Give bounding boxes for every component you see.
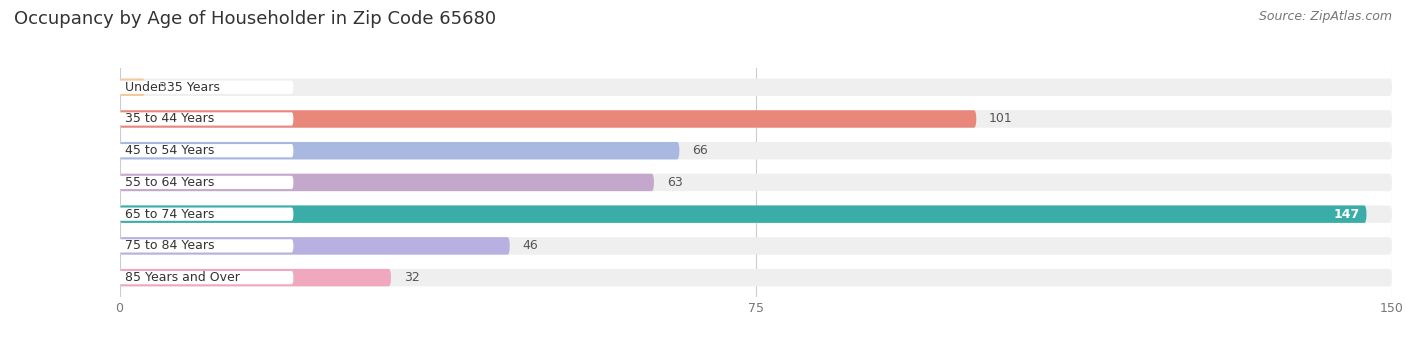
FancyBboxPatch shape xyxy=(120,78,145,96)
FancyBboxPatch shape xyxy=(120,269,391,286)
FancyBboxPatch shape xyxy=(107,80,294,94)
FancyBboxPatch shape xyxy=(120,174,654,191)
Text: 46: 46 xyxy=(523,239,538,252)
Text: 55 to 64 Years: 55 to 64 Years xyxy=(125,176,214,189)
FancyBboxPatch shape xyxy=(107,144,294,157)
Text: 85 Years and Over: 85 Years and Over xyxy=(125,271,239,284)
FancyBboxPatch shape xyxy=(120,78,1392,96)
FancyBboxPatch shape xyxy=(120,110,1392,128)
Text: 65 to 74 Years: 65 to 74 Years xyxy=(125,208,214,221)
FancyBboxPatch shape xyxy=(120,205,1367,223)
Text: 63: 63 xyxy=(666,176,682,189)
FancyBboxPatch shape xyxy=(120,237,1392,255)
FancyBboxPatch shape xyxy=(120,174,1392,191)
FancyBboxPatch shape xyxy=(107,112,294,125)
Text: Occupancy by Age of Householder in Zip Code 65680: Occupancy by Age of Householder in Zip C… xyxy=(14,10,496,28)
Text: 147: 147 xyxy=(1333,208,1360,221)
FancyBboxPatch shape xyxy=(120,269,1392,286)
Text: 35 to 44 Years: 35 to 44 Years xyxy=(125,113,214,125)
FancyBboxPatch shape xyxy=(120,237,510,255)
FancyBboxPatch shape xyxy=(107,239,294,253)
FancyBboxPatch shape xyxy=(120,205,1392,223)
Text: 66: 66 xyxy=(692,144,707,157)
FancyBboxPatch shape xyxy=(120,110,976,128)
Text: 75 to 84 Years: 75 to 84 Years xyxy=(125,239,214,252)
FancyBboxPatch shape xyxy=(107,271,294,284)
Text: 101: 101 xyxy=(988,113,1012,125)
Text: 45 to 54 Years: 45 to 54 Years xyxy=(125,144,214,157)
Text: Under 35 Years: Under 35 Years xyxy=(125,81,219,94)
FancyBboxPatch shape xyxy=(107,176,294,189)
Text: Source: ZipAtlas.com: Source: ZipAtlas.com xyxy=(1258,10,1392,23)
FancyBboxPatch shape xyxy=(120,142,1392,160)
Text: 3: 3 xyxy=(157,81,166,94)
FancyBboxPatch shape xyxy=(107,208,294,221)
Text: 32: 32 xyxy=(404,271,419,284)
FancyBboxPatch shape xyxy=(120,142,679,160)
